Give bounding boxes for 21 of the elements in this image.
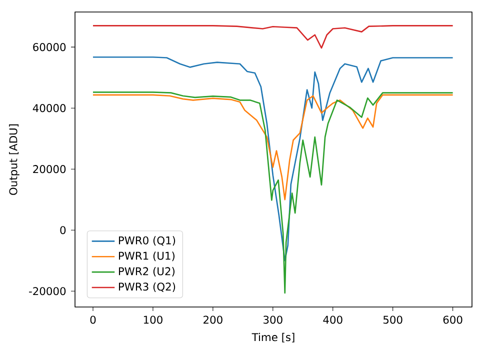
legend-label: PWR0 (Q1)	[118, 236, 176, 246]
y-tick-label: 40000	[32, 104, 66, 112]
x-tick-label: 600	[443, 316, 462, 324]
line-series	[92, 56, 454, 262]
x-tick-label: 300	[264, 316, 282, 324]
legend-label: PWR1 (U1)	[118, 252, 174, 262]
y-tick-label: 0	[60, 226, 66, 234]
x-tick-label: 0	[90, 316, 96, 324]
y-axis-title: Output [ADU]	[9, 124, 20, 195]
y-tick-label: 60000	[33, 43, 66, 52]
x-tick-label: 200	[204, 316, 222, 324]
line-series	[92, 94, 454, 200]
y-tick-label: -20000	[29, 287, 66, 296]
x-tick-label: 500	[383, 316, 402, 324]
x-tick-label: 400	[323, 316, 342, 324]
legend-label: PWR2 (U2)	[118, 267, 174, 277]
x-axis-title: Time [s]	[252, 332, 294, 342]
x-tick-label: 100	[144, 316, 162, 324]
y-tick-label: 20000	[33, 165, 66, 174]
line-series	[92, 92, 454, 294]
legend-label: PWR3 (Q2)	[118, 282, 176, 292]
